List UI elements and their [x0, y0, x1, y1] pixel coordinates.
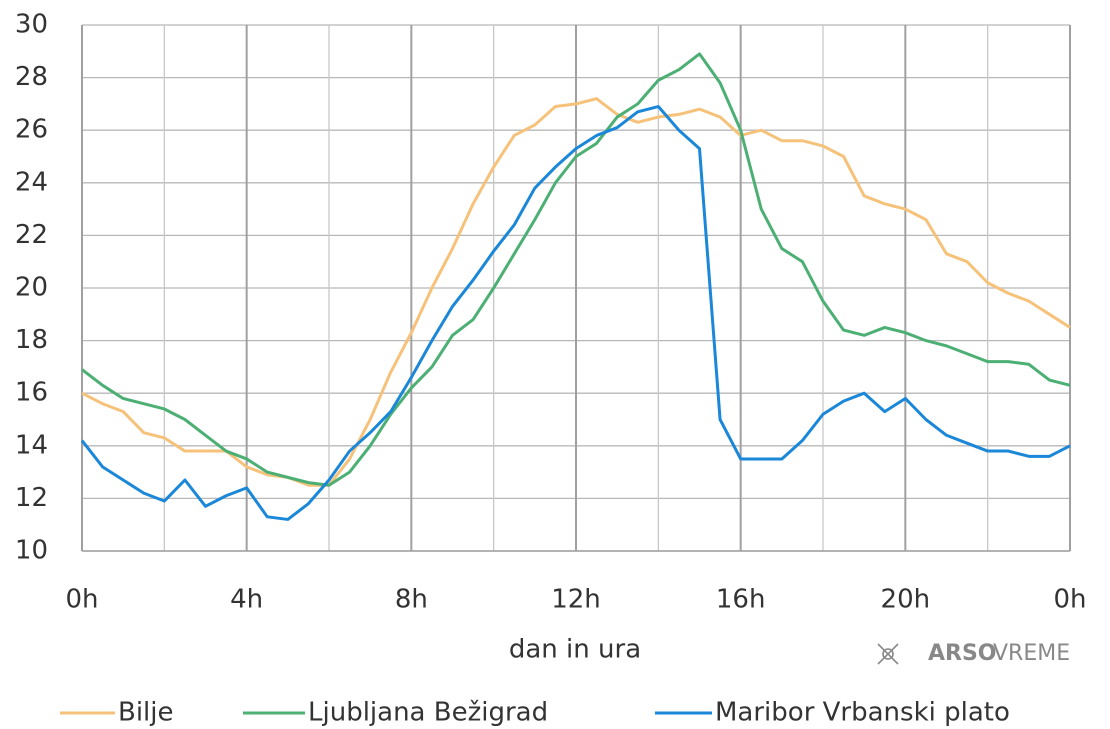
logo: ARSO VREME — [877, 641, 1070, 666]
y-tick-label: 18 — [15, 325, 48, 355]
x-tick-label: 0h — [65, 585, 98, 615]
legend-label: Maribor Vrbanski plato — [715, 698, 1010, 728]
series-line — [81, 52, 1071, 487]
series-line — [80, 105, 1071, 521]
series-line — [81, 97, 1071, 487]
y-tick-label: 14 — [15, 430, 48, 460]
logo-light: VREME — [993, 641, 1070, 666]
x-tick-label: 8h — [395, 585, 428, 615]
y-tick-label: 24 — [15, 167, 48, 197]
y-tick-label: 20 — [15, 273, 48, 303]
logo-icon — [877, 643, 899, 665]
x-axis-label: dan in ura — [509, 635, 641, 665]
y-tick-label: 12 — [15, 483, 48, 513]
logo-bold: ARSO — [928, 641, 997, 666]
x-tick-label: 12h — [551, 585, 601, 615]
y-tick-label: 28 — [15, 62, 48, 92]
y-tick-label: 30 — [15, 10, 48, 40]
legend-label: Bilje — [118, 698, 174, 728]
y-tick-label: 16 — [15, 378, 48, 408]
y-tick-label: 26 — [15, 115, 48, 145]
x-tick-label: 4h — [230, 585, 263, 615]
x-tick-label: 20h — [881, 585, 931, 615]
x-tick-label: 16h — [716, 585, 766, 615]
x-tick-label: 0h — [1053, 585, 1086, 615]
y-tick-label: 22 — [15, 220, 48, 250]
legend-label: Ljubljana Bežigrad — [308, 698, 548, 728]
y-tick-label: 10 — [15, 536, 48, 566]
